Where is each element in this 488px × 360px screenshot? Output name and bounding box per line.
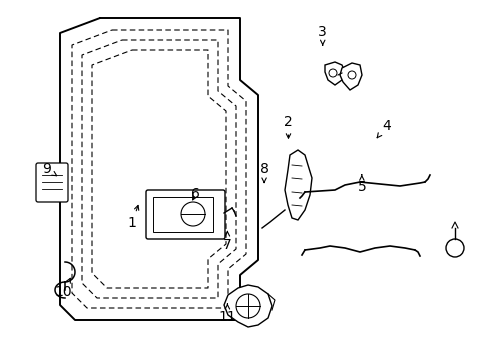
FancyBboxPatch shape — [146, 190, 224, 239]
Bar — [153, 197, 213, 232]
Text: 8: 8 — [259, 162, 268, 183]
Text: 1: 1 — [127, 206, 139, 230]
FancyBboxPatch shape — [36, 163, 68, 202]
Text: 3: 3 — [318, 26, 326, 45]
Polygon shape — [339, 63, 361, 90]
Text: 10: 10 — [55, 278, 72, 298]
Text: 4: 4 — [376, 119, 390, 138]
Polygon shape — [285, 150, 311, 220]
Text: 6: 6 — [191, 188, 200, 201]
Text: 7: 7 — [223, 231, 231, 252]
Text: 11: 11 — [218, 304, 236, 324]
Polygon shape — [325, 62, 345, 85]
Text: 9: 9 — [42, 162, 57, 176]
Text: 2: 2 — [284, 116, 292, 138]
Text: 5: 5 — [357, 175, 366, 194]
Polygon shape — [224, 285, 271, 327]
